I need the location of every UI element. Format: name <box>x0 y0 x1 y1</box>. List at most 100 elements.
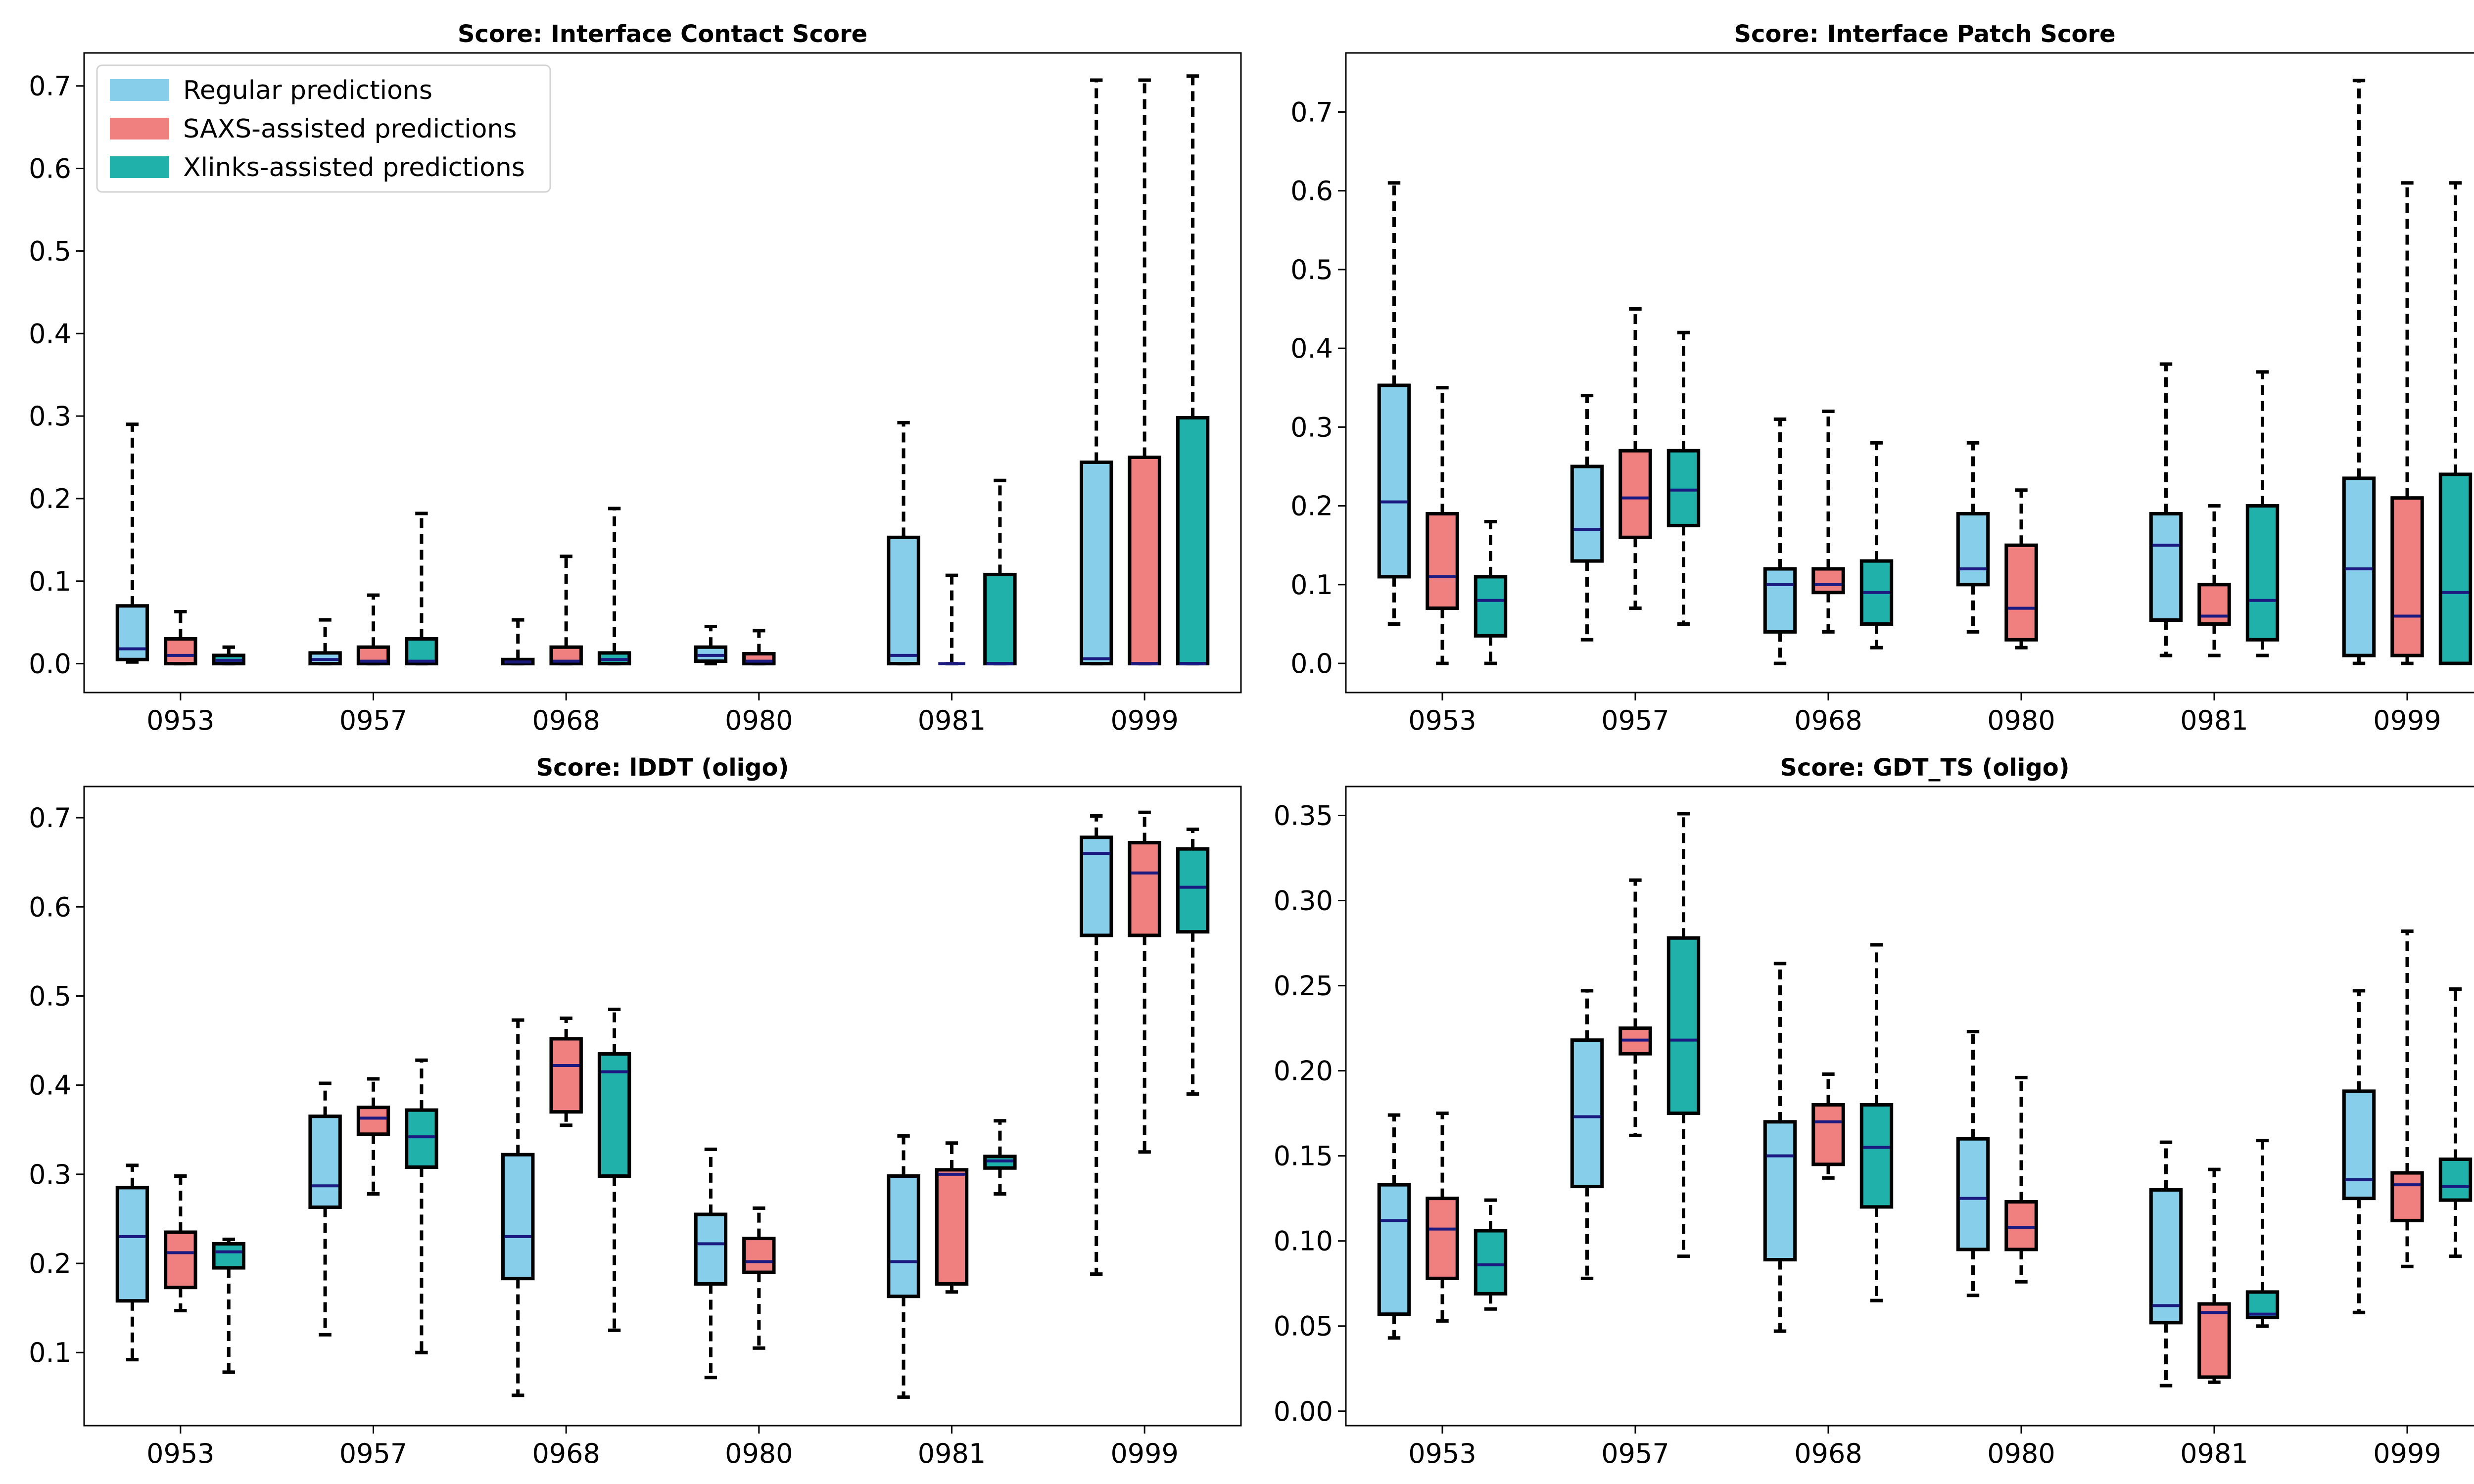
y-tick-label: 0.5 <box>1290 254 1333 285</box>
box-regular-0981 <box>887 420 920 666</box>
box-xlinks-0957 <box>1666 812 1701 1258</box>
box-body <box>2342 1089 2376 1201</box>
y-tick-label: 0.2 <box>1290 491 1333 522</box>
chart-title: Score: GDT_TS (oligo) <box>1780 754 2069 782</box>
box-body <box>1570 1038 1604 1189</box>
box-body <box>1377 1183 1411 1316</box>
x-tick-label: 0968 <box>532 705 600 736</box>
box-regular-0957 <box>308 618 342 666</box>
box-saxs-0957 <box>356 593 390 666</box>
x-tick-label: 0953 <box>1408 705 1476 736</box>
box-body <box>597 1052 631 1178</box>
box-regular-0980 <box>694 625 728 666</box>
box-regular-0957 <box>1570 989 1604 1280</box>
x-tick-label: 0968 <box>1794 705 1862 736</box>
box-body <box>1666 449 1701 527</box>
x-tick-label: 0968 <box>1794 1438 1862 1469</box>
box-regular-0999 <box>2342 79 2376 665</box>
box-regular-0999 <box>1080 78 1113 666</box>
chart-title: Score: Interface Contact Score <box>458 20 867 48</box>
box-body <box>1176 416 1210 666</box>
chart-title: Score: lDDT (oligo) <box>536 754 789 782</box>
box-body <box>2342 476 2376 657</box>
box-body <box>115 604 149 661</box>
box-body <box>549 1037 583 1114</box>
box-regular-0980 <box>1956 1029 1990 1298</box>
legend-label-saxs: SAXS-assisted predictions <box>183 114 517 144</box>
box-body <box>1176 847 1210 934</box>
x-tick-label: 0980 <box>725 1438 793 1469</box>
box-saxs-0981 <box>938 573 965 666</box>
box-body <box>1377 383 1411 579</box>
y-tick-label: 0.10 <box>1274 1226 1333 1257</box>
box-saxs-0968 <box>549 555 583 666</box>
box-regular-0953 <box>115 1163 149 1362</box>
box-xlinks-0953 <box>212 1237 245 1374</box>
y-tick-label: 0.30 <box>1274 885 1333 917</box>
box-saxs-0957 <box>1618 307 1652 610</box>
box-body <box>1474 575 1508 638</box>
y-tick-label: 0.25 <box>1274 971 1333 1002</box>
plot-frame <box>1345 52 2474 694</box>
box-body <box>1080 461 1113 666</box>
x-tick-label: 0999 <box>1110 1438 1178 1469</box>
legend: Regular predictions SAXS-assisted predict… <box>96 64 551 193</box>
box-regular-0953 <box>115 422 149 664</box>
box-body <box>2438 1158 2473 1202</box>
box-body <box>887 535 920 666</box>
box-saxs-0980 <box>742 1206 776 1350</box>
y-tick-label: 0.15 <box>1274 1141 1333 1172</box>
chart-title: Score: Interface Patch Score <box>1734 20 2115 48</box>
box-body <box>2390 496 2424 657</box>
box-regular-0968 <box>1763 962 1797 1333</box>
x-tick-label: 0957 <box>1601 1438 1669 1469</box>
box-xlinks-0968 <box>1859 441 1894 649</box>
x-tick-label: 0953 <box>1408 1438 1476 1469</box>
y-tick-label: 0.1 <box>29 566 71 597</box>
box-saxs-0981 <box>935 1141 969 1294</box>
box-saxs-0957 <box>1618 878 1652 1137</box>
x-tick-label: 0968 <box>532 1438 600 1469</box>
x-tick-label: 0957 <box>339 705 407 736</box>
box-saxs-0953 <box>164 1174 197 1313</box>
box-xlinks-0981 <box>2245 1139 2280 1328</box>
box-body <box>694 1212 728 1286</box>
y-tick-label: 0.20 <box>1274 1056 1333 1087</box>
box-regular-0957 <box>1570 394 1604 642</box>
box-body <box>1859 1103 1894 1209</box>
legend-swatch-saxs <box>110 118 169 139</box>
y-tick-label: 0.2 <box>29 1248 71 1279</box>
x-tick-label: 0981 <box>918 1438 986 1469</box>
y-tick-label: 0.4 <box>29 318 71 349</box>
box-regular-0980 <box>1956 441 1990 634</box>
legend-swatch-xlinks <box>110 156 169 178</box>
y-tick-label: 0.7 <box>1290 96 1333 128</box>
box-body <box>742 1237 776 1274</box>
box-saxs-0953 <box>164 609 197 666</box>
box-body <box>115 1186 149 1303</box>
box-saxs-0957 <box>356 1077 390 1196</box>
box-saxs-0999 <box>2390 929 2424 1268</box>
y-tick-label: 0.00 <box>1274 1396 1333 1427</box>
y-tick-label: 0.7 <box>29 71 71 102</box>
box-saxs-0968 <box>1811 1072 1845 1180</box>
box-regular-0968 <box>1763 417 1797 665</box>
y-tick-label: 0.35 <box>1274 800 1333 831</box>
x-tick-label: 0981 <box>2180 705 2248 736</box>
box-xlinks-0968 <box>597 1007 631 1332</box>
box-xlinks-0957 <box>1666 330 1701 626</box>
box-body <box>1763 567 1797 634</box>
x-tick-label: 0980 <box>725 705 793 736</box>
legend-frame <box>96 64 551 193</box>
y-tick-label: 0.6 <box>29 891 71 923</box>
y-tick-label: 0.4 <box>1290 333 1333 364</box>
box-xlinks-0957 <box>405 511 438 666</box>
box-regular-0968 <box>501 618 535 666</box>
box-regular-0968 <box>501 1018 535 1397</box>
y-tick-label: 0.5 <box>29 980 71 1012</box>
box-body <box>2149 512 2183 622</box>
x-tick-label: 0981 <box>918 705 986 736</box>
box-xlinks-0999 <box>2438 987 2473 1258</box>
y-tick-label: 0.4 <box>29 1070 71 1101</box>
y-tick-label: 0.6 <box>29 153 71 185</box>
